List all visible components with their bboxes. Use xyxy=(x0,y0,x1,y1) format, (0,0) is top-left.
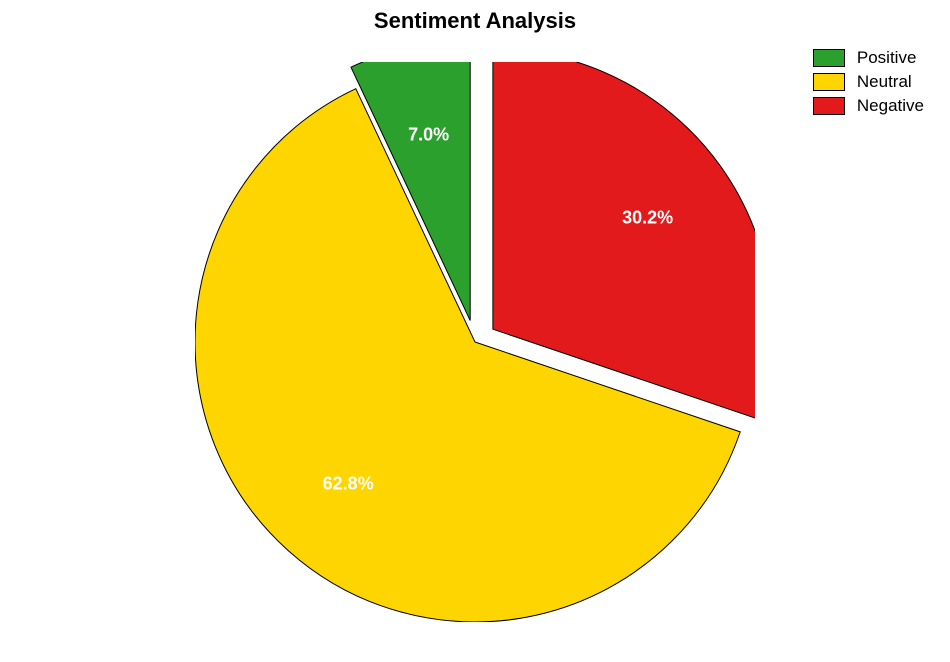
legend-swatch-negative xyxy=(813,97,845,115)
pie-chart: 30.2%62.8%7.0% xyxy=(195,62,755,622)
legend-label-neutral: Neutral xyxy=(857,72,912,92)
legend-label-negative: Negative xyxy=(857,96,924,116)
legend-label-positive: Positive xyxy=(857,48,917,68)
legend-item-positive: Positive xyxy=(813,48,924,68)
legend-swatch-positive xyxy=(813,49,845,67)
pie-svg xyxy=(195,62,755,622)
legend-item-neutral: Neutral xyxy=(813,72,924,92)
chart-title: Sentiment Analysis xyxy=(0,8,950,34)
legend: Positive Neutral Negative xyxy=(813,48,924,116)
legend-item-negative: Negative xyxy=(813,96,924,116)
legend-swatch-neutral xyxy=(813,73,845,91)
